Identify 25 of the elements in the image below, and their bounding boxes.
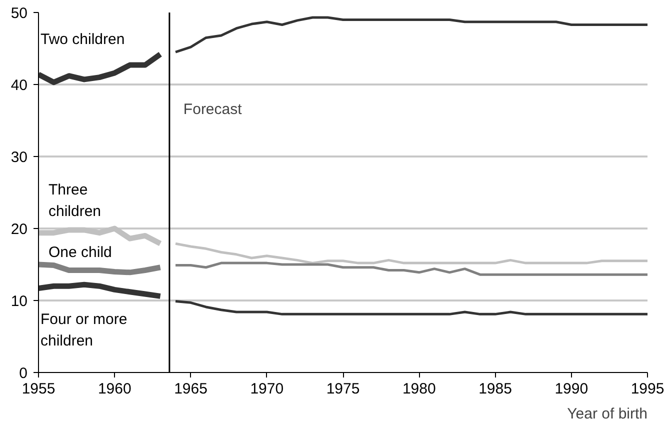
line-series [174, 300, 648, 316]
x-tick-label: 1955 [22, 380, 56, 398]
series-label: Four or more children [40, 311, 128, 350]
x-tick-label: 1965 [174, 380, 208, 398]
x-tick-label: 1970 [250, 380, 284, 398]
line-series [174, 16, 648, 54]
x-tick-label: 1985 [478, 380, 512, 398]
line-series [174, 262, 648, 276]
x-tick-label: 1960 [98, 380, 132, 398]
series-label: Two children [40, 30, 125, 48]
x-tick-label: 1980 [402, 380, 436, 398]
y-tick-label: 40 [10, 77, 28, 94]
x-tick-label: 1975 [326, 380, 360, 398]
x-axis-title: Year of birth [567, 406, 648, 422]
line-series [174, 242, 648, 264]
x-tick-label: 1995 [630, 380, 664, 398]
series-label: Three children [48, 182, 102, 220]
ref-line-label: Forecast [183, 101, 243, 118]
series-label: One child [48, 244, 112, 261]
y-tick-label: 10 [10, 293, 28, 310]
y-tick-label: 30 [10, 149, 28, 166]
x-tick-label: 1990 [554, 380, 588, 398]
y-tick-label: 0 [19, 365, 28, 382]
y-tick-label: 50 [10, 5, 28, 22]
y-tick-label: 20 [10, 221, 28, 238]
